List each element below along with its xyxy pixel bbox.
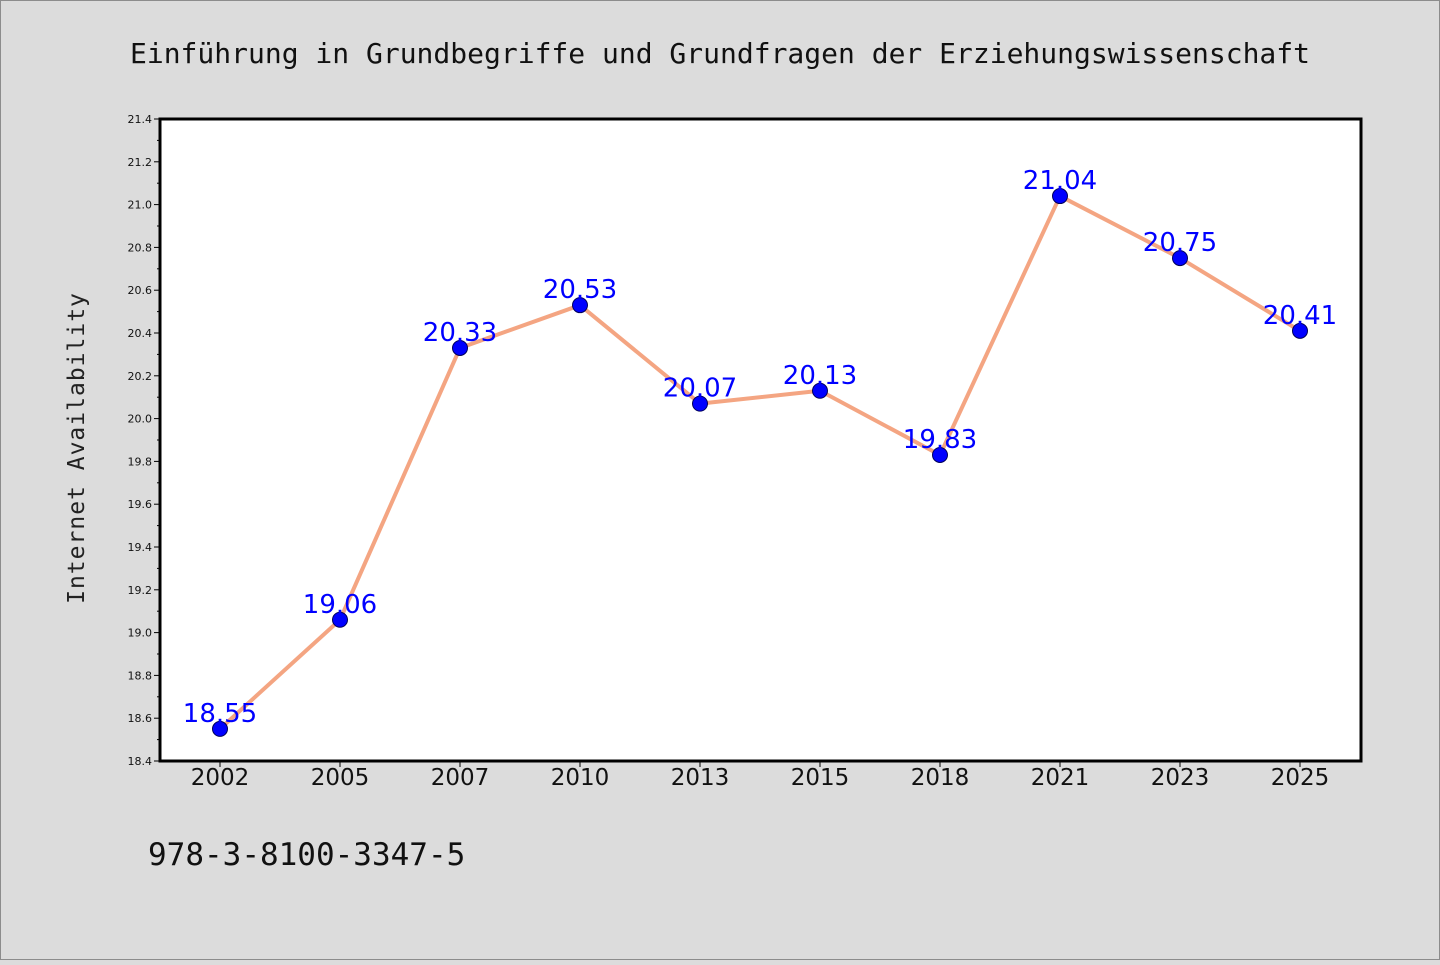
x-tick-label: 2023 [1151, 765, 1210, 791]
x-tick-label: 2013 [671, 765, 730, 791]
x-tick-label: 2005 [311, 765, 370, 791]
y-tick-label: 20.0 [128, 413, 153, 426]
data-label: 20.41 [1263, 301, 1337, 331]
data-point [572, 297, 588, 314]
y-tick-label: 18.4 [128, 755, 153, 768]
x-tick-label: 2015 [791, 765, 850, 791]
y-tick-label: 21.2 [128, 156, 153, 169]
chart-title: Einführung in Grundbegriffe und Grundfra… [130, 37, 1310, 70]
data-point [1052, 188, 1068, 205]
data-label: 20.13 [783, 361, 857, 391]
data-label: 19.83 [903, 425, 977, 455]
data-point [212, 720, 228, 737]
data-label: 19.06 [303, 590, 377, 620]
data-label: 20.53 [543, 275, 617, 305]
data-point [1172, 250, 1188, 267]
y-tick-label: 21.4 [128, 113, 153, 126]
plot-area [160, 119, 1361, 761]
x-axis-ticks: 2002 2005 2007 2010 2013 2015 2018 2021 2023 2025 [191, 761, 1330, 791]
data-label: 21.04 [1023, 166, 1097, 196]
y-tick-label: 20.2 [128, 370, 153, 383]
y-axis-ticks: 18.4 18.6 18.8 19.0 19.2 19.4 19.6 19.8 20.0 20.2… [128, 113, 160, 768]
data-label: 20.75 [1143, 228, 1217, 258]
y-tick-label: 20.6 [128, 284, 153, 297]
x-tick-label: 2002 [191, 765, 250, 791]
x-tick-label: 2007 [431, 765, 490, 791]
series-line [218, 194, 1302, 731]
data-markers [212, 188, 1308, 737]
x-tick-label: 2010 [551, 765, 610, 791]
y-tick-label: 20.4 [128, 327, 153, 340]
x-tick-label: 2018 [911, 765, 970, 791]
data-label: 20.33 [423, 318, 497, 348]
y-tick-label: 21.0 [128, 199, 153, 212]
data-labels: 18.55 19.06 20.33 20.53 20.07 20.13 19.83 21.04… [183, 166, 1337, 729]
y-tick-label: 19.0 [128, 627, 153, 640]
y-tick-label: 18.6 [128, 712, 153, 725]
x-tick-label: 2021 [1031, 765, 1090, 791]
data-point [1292, 322, 1308, 339]
data-label: 18.55 [183, 699, 257, 729]
isbn-text: 978-3-8100-3347-5 [148, 837, 465, 873]
y-tick-label: 19.8 [128, 455, 153, 468]
data-point [692, 395, 708, 412]
y-tick-label: 19.6 [128, 498, 153, 511]
x-tick-label: 2025 [1271, 765, 1330, 791]
y-tick-label: 18.8 [128, 669, 153, 682]
data-point [932, 446, 948, 463]
y-axis-label: Internet Availability [64, 292, 90, 604]
data-point [332, 611, 348, 628]
plot-frame [158, 117, 1363, 763]
y-tick-label: 19.2 [128, 584, 153, 597]
y-tick-label: 19.4 [128, 541, 153, 554]
data-label: 20.07 [663, 374, 737, 404]
data-point [452, 339, 468, 356]
data-point [812, 382, 828, 399]
y-tick-label: 20.8 [128, 241, 153, 254]
